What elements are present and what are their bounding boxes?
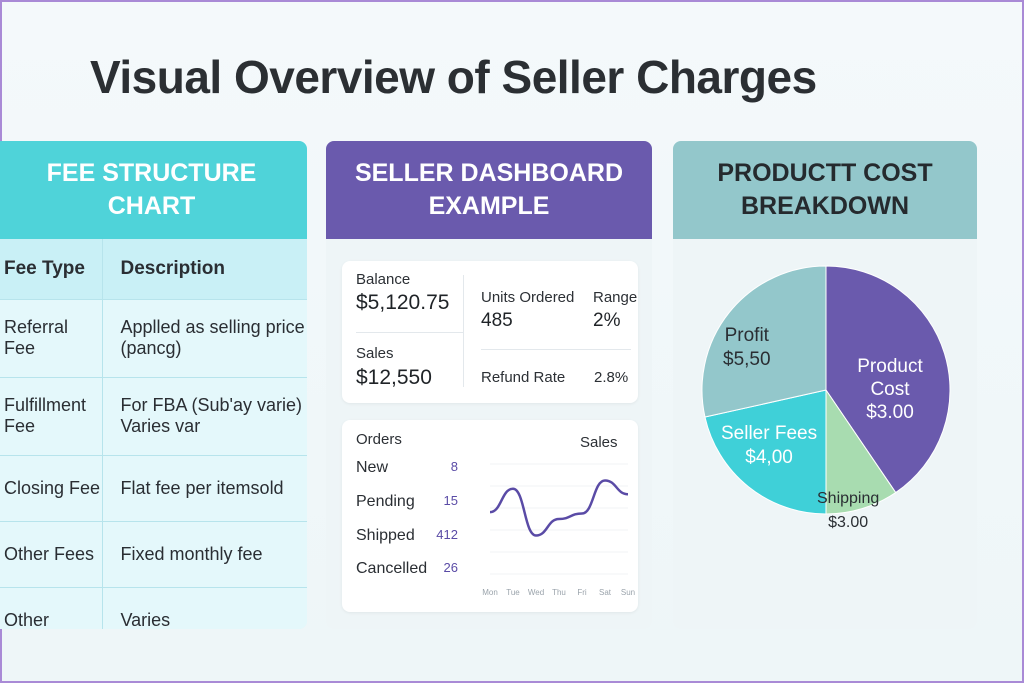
- description-cell: Applled as selling price (pancg): [102, 299, 307, 378]
- orders-title: Orders: [356, 431, 402, 448]
- refund-rate-value: 2.8%: [594, 369, 629, 386]
- description-cell: For FBA (Sub'ay varie) Varies var: [102, 377, 307, 456]
- units-ordered-value: 485: [481, 310, 513, 331]
- order-count: 412: [436, 527, 458, 542]
- pie-label-name: Profit: [724, 325, 769, 346]
- seller-dashboard-card: SELLER DASHBOARD EXAMPLE Balance $5,120.…: [326, 141, 652, 629]
- units-ordered-label: Units Ordered: [481, 289, 575, 306]
- order-status-label: Shipped: [356, 527, 415, 544]
- pie-slice-seller-fees: [704, 389, 827, 515]
- sales-series-line: [489, 479, 629, 537]
- product-cost-card: PRODUCTT COST BREAKDOWN Profit $5,50 Pro…: [673, 141, 977, 629]
- refund-rate-label: Refund Rate: [481, 369, 566, 386]
- pie-label-name: Seller Fees: [721, 423, 818, 444]
- stats-panel: Balance $5,120.75 Sales $12,550 Units Or…: [342, 261, 638, 403]
- sales-value: $12,550: [356, 366, 432, 389]
- x-tick-label: Sun: [621, 588, 635, 597]
- fee-type-cell: Fulfillment Fee: [0, 377, 103, 456]
- description-cell: Varies: [102, 587, 307, 629]
- divider: [463, 275, 464, 387]
- x-tick-label: Wed: [528, 588, 544, 597]
- x-tick-label: Tue: [506, 588, 520, 597]
- order-row: Pending 15: [356, 493, 458, 511]
- order-count: 26: [443, 560, 458, 575]
- pie-label-shipping: Shipping $3.00: [817, 487, 879, 535]
- page-title: Visual Overview of Seller Charges: [90, 51, 817, 103]
- order-count: 8: [450, 459, 458, 474]
- divider: [356, 332, 464, 333]
- orders-panel: Orders New 8 Pending 15 Shipped 412 Canc…: [342, 420, 638, 612]
- order-status-label: New: [356, 459, 389, 476]
- description-cell: Flat fee per itemsold: [102, 455, 307, 522]
- description-header: Description: [102, 239, 307, 300]
- range-value: 2%: [593, 310, 621, 331]
- range-label: Range: [593, 289, 638, 306]
- sales-line-chart: Mon Tue Wed Thu Fri Sat Sun: [482, 463, 635, 597]
- order-row: New 8: [356, 459, 458, 477]
- pie-label-product-cost: Product Cost $3.00: [843, 355, 937, 425]
- x-tick-label: Fri: [577, 588, 587, 597]
- pie-label-value: $4,00: [745, 447, 793, 468]
- balance-value: $5,120.75: [356, 291, 450, 314]
- sales-chart-title: Sales: [580, 434, 618, 451]
- order-count: 15: [443, 493, 458, 508]
- cost-card-title: PRODUCTT COST BREAKDOWN: [673, 141, 977, 239]
- pie-label-profit: Profit $5,50: [723, 324, 771, 372]
- fee-card-title: FEE STRUCTURE CHART: [0, 141, 307, 239]
- pie-slice-profit: [701, 265, 827, 418]
- fee-type-cell: Other Fees: [0, 521, 103, 588]
- pie-label-value: $3.00: [866, 402, 914, 423]
- table-row: Other Fees Fixed monthly fee: [0, 521, 307, 588]
- x-tick-label: Sat: [599, 588, 612, 597]
- fee-type-cell: Closing Fee: [0, 455, 103, 522]
- pie-slice-product-cost: [825, 265, 951, 494]
- description-cell: Fixed monthly fee: [102, 521, 307, 588]
- cost-pie-chart: [701, 265, 951, 515]
- order-row: Cancelled 26: [356, 560, 458, 578]
- pie-label-seller-fees: Seller Fees $4,00: [721, 422, 817, 470]
- order-row: Shipped 412: [356, 527, 458, 545]
- pie-label-value: $3.00: [828, 514, 869, 531]
- pie-label-name: Shipping: [817, 490, 880, 507]
- table-row: Other Varies: [0, 587, 307, 629]
- balance-label: Balance: [356, 271, 411, 288]
- pie-label-name: Product Cost: [857, 356, 923, 400]
- table-row: Fulfillment Fee For FBA (Sub'ay varie) V…: [0, 377, 307, 456]
- fee-type-cell: Referral Fee: [0, 299, 103, 378]
- table-row: Closing Fee Flat fee per itemsold: [0, 455, 307, 522]
- fee-structure-card: FEE STRUCTURE CHART Fee Type Description…: [0, 141, 307, 629]
- pie-label-value: $5,50: [723, 349, 771, 370]
- order-status-label: Cancelled: [356, 560, 428, 577]
- order-status-label: Pending: [356, 493, 415, 510]
- x-tick-label: Thu: [552, 588, 566, 597]
- x-tick-label: Mon: [482, 588, 498, 597]
- sales-label: Sales: [356, 345, 394, 362]
- dashboard-card-title: SELLER DASHBOARD EXAMPLE: [326, 141, 652, 239]
- table-row: Referral Fee Applled as selling price (p…: [0, 299, 307, 378]
- fee-type-cell: Other: [0, 587, 103, 629]
- fee-type-header: Fee Type: [0, 239, 103, 300]
- fee-table: Fee Type Description Referral Fee Applle…: [0, 239, 307, 629]
- divider: [481, 349, 631, 350]
